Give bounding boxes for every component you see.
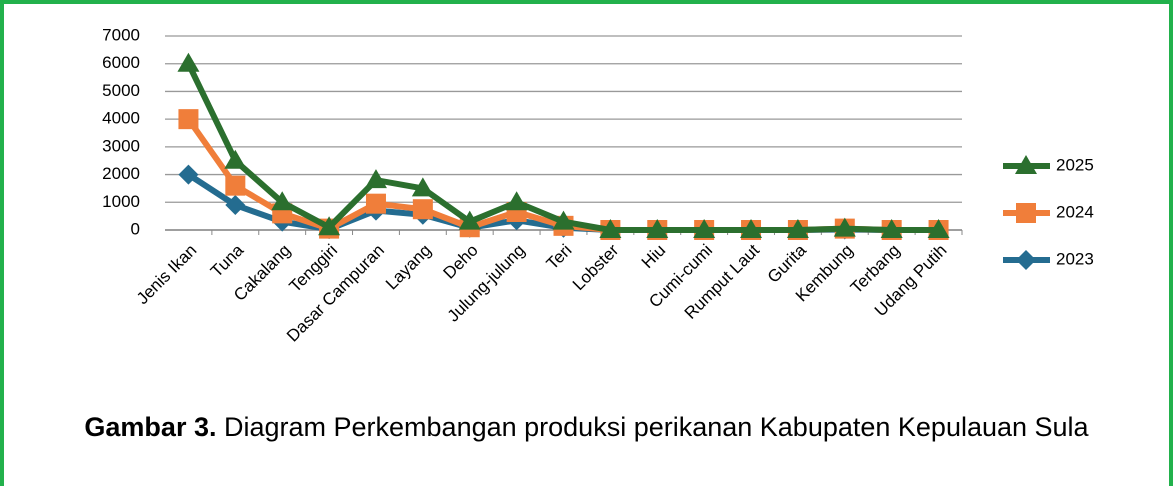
point-marker [599, 219, 622, 238]
point-marker [364, 169, 387, 189]
point-marker [505, 191, 528, 211]
point-marker [271, 191, 294, 211]
caption-text: Diagram Perkembangan produksi perikanan … [223, 412, 1089, 442]
x-tick-label: Jenis Ikan [133, 241, 201, 309]
y-tick-label: 0 [131, 219, 140, 238]
y-tick-label: 1000 [102, 192, 140, 211]
caption-label: Gambar 3. [84, 412, 217, 442]
x-tick-label: Lobster [569, 240, 623, 294]
point-marker [178, 164, 199, 185]
point-marker [318, 216, 341, 236]
x-tick-label: Teri [543, 241, 576, 274]
point-marker [646, 219, 669, 238]
point-marker [786, 219, 809, 238]
point-marker [225, 175, 246, 196]
point-marker [224, 149, 247, 169]
point-marker [177, 52, 200, 72]
point-marker [880, 219, 903, 238]
point-marker [740, 219, 763, 238]
point-marker [411, 177, 434, 197]
legend-marker [1015, 155, 1037, 174]
caption: Gambar 3. Diagram Perkembangan produksi … [30, 410, 1143, 444]
point-marker [458, 210, 481, 230]
y-tick-label: 6000 [102, 53, 140, 72]
point-marker [552, 210, 575, 230]
y-tick-label: 7000 [102, 25, 140, 44]
legend-marker [1016, 250, 1036, 270]
legend-marker [1016, 203, 1036, 223]
point-marker [225, 195, 246, 216]
point-marker [693, 219, 716, 238]
x-tick-label: Tuna [207, 240, 248, 281]
y-tick-label: 2000 [102, 164, 140, 183]
legend-label: 2024 [1056, 202, 1094, 221]
x-tick-label: Deho [440, 241, 482, 283]
legend-label: 2023 [1056, 249, 1094, 268]
point-marker [833, 217, 856, 237]
y-tick-label: 3000 [102, 136, 140, 155]
point-marker [178, 109, 199, 130]
point-marker [927, 219, 950, 238]
y-tick-label: 5000 [102, 81, 140, 100]
x-tick-label: Layang [382, 241, 435, 294]
y-tick-label: 4000 [102, 109, 140, 128]
x-tick-label: Hiu [638, 241, 669, 272]
point-marker [365, 193, 386, 214]
point-marker [412, 199, 433, 220]
legend-label: 2025 [1056, 155, 1094, 174]
